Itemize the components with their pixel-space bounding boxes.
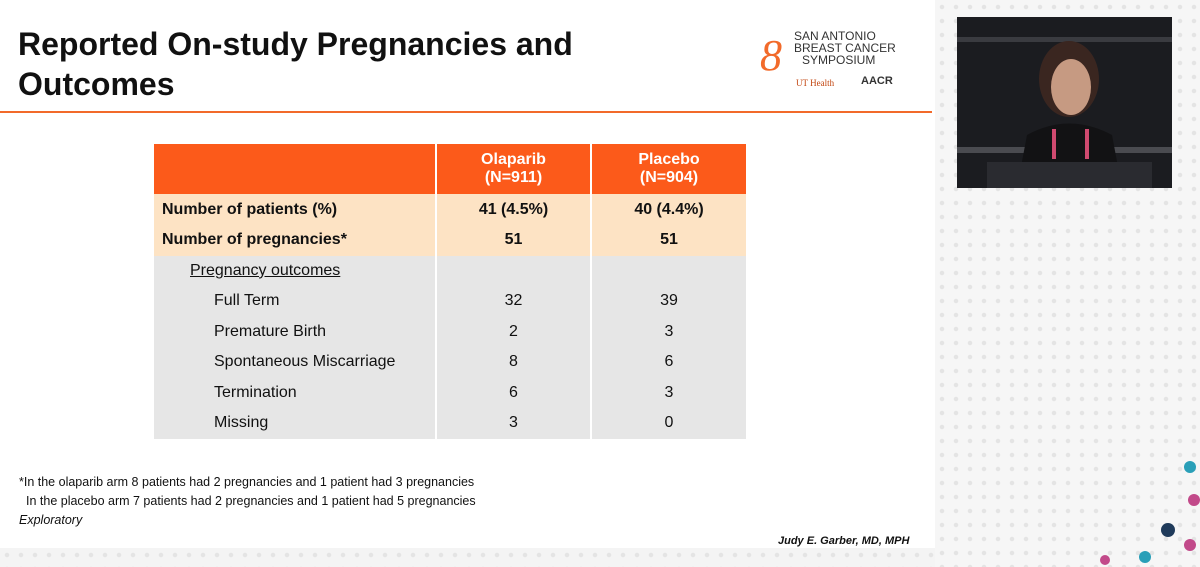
row-value: 51 — [437, 225, 592, 256]
row-label: Number of pregnancies* — [154, 225, 437, 256]
face — [1051, 59, 1091, 115]
row-label: Missing — [154, 408, 437, 439]
dot — [1188, 494, 1200, 506]
row-value: 41 (4.5%) — [437, 194, 592, 225]
decor-dots — [1100, 461, 1200, 565]
podium — [987, 162, 1152, 188]
title-line: Outcomes — [18, 66, 175, 102]
logo-line: BREAST CANCER — [794, 41, 896, 55]
title-line: Reported On-study Pregnancies and — [18, 26, 573, 62]
lanyard — [1085, 129, 1089, 159]
row-value: 39 — [592, 286, 746, 317]
row-value: 8 — [437, 347, 592, 378]
row-label: Full Term — [154, 286, 437, 317]
dot — [1139, 551, 1151, 563]
row-value: 3 — [592, 377, 746, 408]
speaker-video — [957, 17, 1172, 188]
row-label: Number of patients (%) — [154, 194, 437, 225]
title-rule — [0, 111, 932, 113]
footnote: In the placebo arm 7 patients had 2 preg… — [26, 494, 476, 508]
row-value: 2 — [437, 316, 592, 347]
row-value: 40 (4.4%) — [592, 194, 746, 225]
row-label: Pregnancy outcomes — [154, 255, 437, 286]
row-value — [592, 255, 746, 286]
footnote: *In the olaparib arm 8 patients had 2 pr… — [19, 475, 475, 489]
header-cell: Placebo (N=904) — [592, 144, 746, 194]
row-value: 0 — [592, 408, 746, 439]
pattern-bg-bottom — [0, 548, 935, 567]
row-value: 3 — [437, 408, 592, 439]
logo-line: SYMPOSIUM — [802, 53, 876, 67]
row-value: 6 — [592, 347, 746, 378]
table: Olaparib (N=911) Placebo (N=904) Number of… — [154, 144, 746, 441]
author: Judy E. Garber, MD, MPH — [778, 535, 910, 547]
row-label: Termination — [154, 377, 437, 408]
video-bar — [957, 37, 1172, 42]
logo: 8 SAN ANTONIO BREAST CANCER SYMPOSIUM UT… — [758, 28, 908, 106]
logo-text: SAN ANTONIO BREAST CANCER SYMPOSIUM — [794, 30, 896, 66]
dot — [1184, 461, 1196, 473]
row-value — [437, 255, 592, 286]
row-label: Premature Birth — [154, 316, 437, 347]
footnote-italic: Exploratory — [19, 513, 83, 527]
row-label: Spontaneous Miscarriage — [154, 347, 437, 378]
partner-logo: AACR — [861, 75, 893, 87]
dot — [1161, 523, 1175, 537]
footnotes: *In the olaparib arm 8 patients had 2 pr… — [19, 473, 476, 530]
row-value: 3 — [592, 316, 746, 347]
dot — [1184, 539, 1196, 551]
lanyard — [1052, 129, 1056, 159]
header-cell: Olaparib (N=911) — [437, 144, 592, 194]
logo-mark: 8 — [760, 31, 782, 80]
partner-logo: UT Health — [796, 78, 835, 88]
row-value: 32 — [437, 286, 592, 317]
row-value: 6 — [437, 377, 592, 408]
dot — [1100, 555, 1110, 565]
slide-title: Reported On-study Pregnancies and Outcom… — [18, 24, 573, 104]
header-cell — [154, 144, 437, 194]
row-value: 51 — [592, 225, 746, 256]
logo-line: SAN ANTONIO — [794, 29, 876, 43]
